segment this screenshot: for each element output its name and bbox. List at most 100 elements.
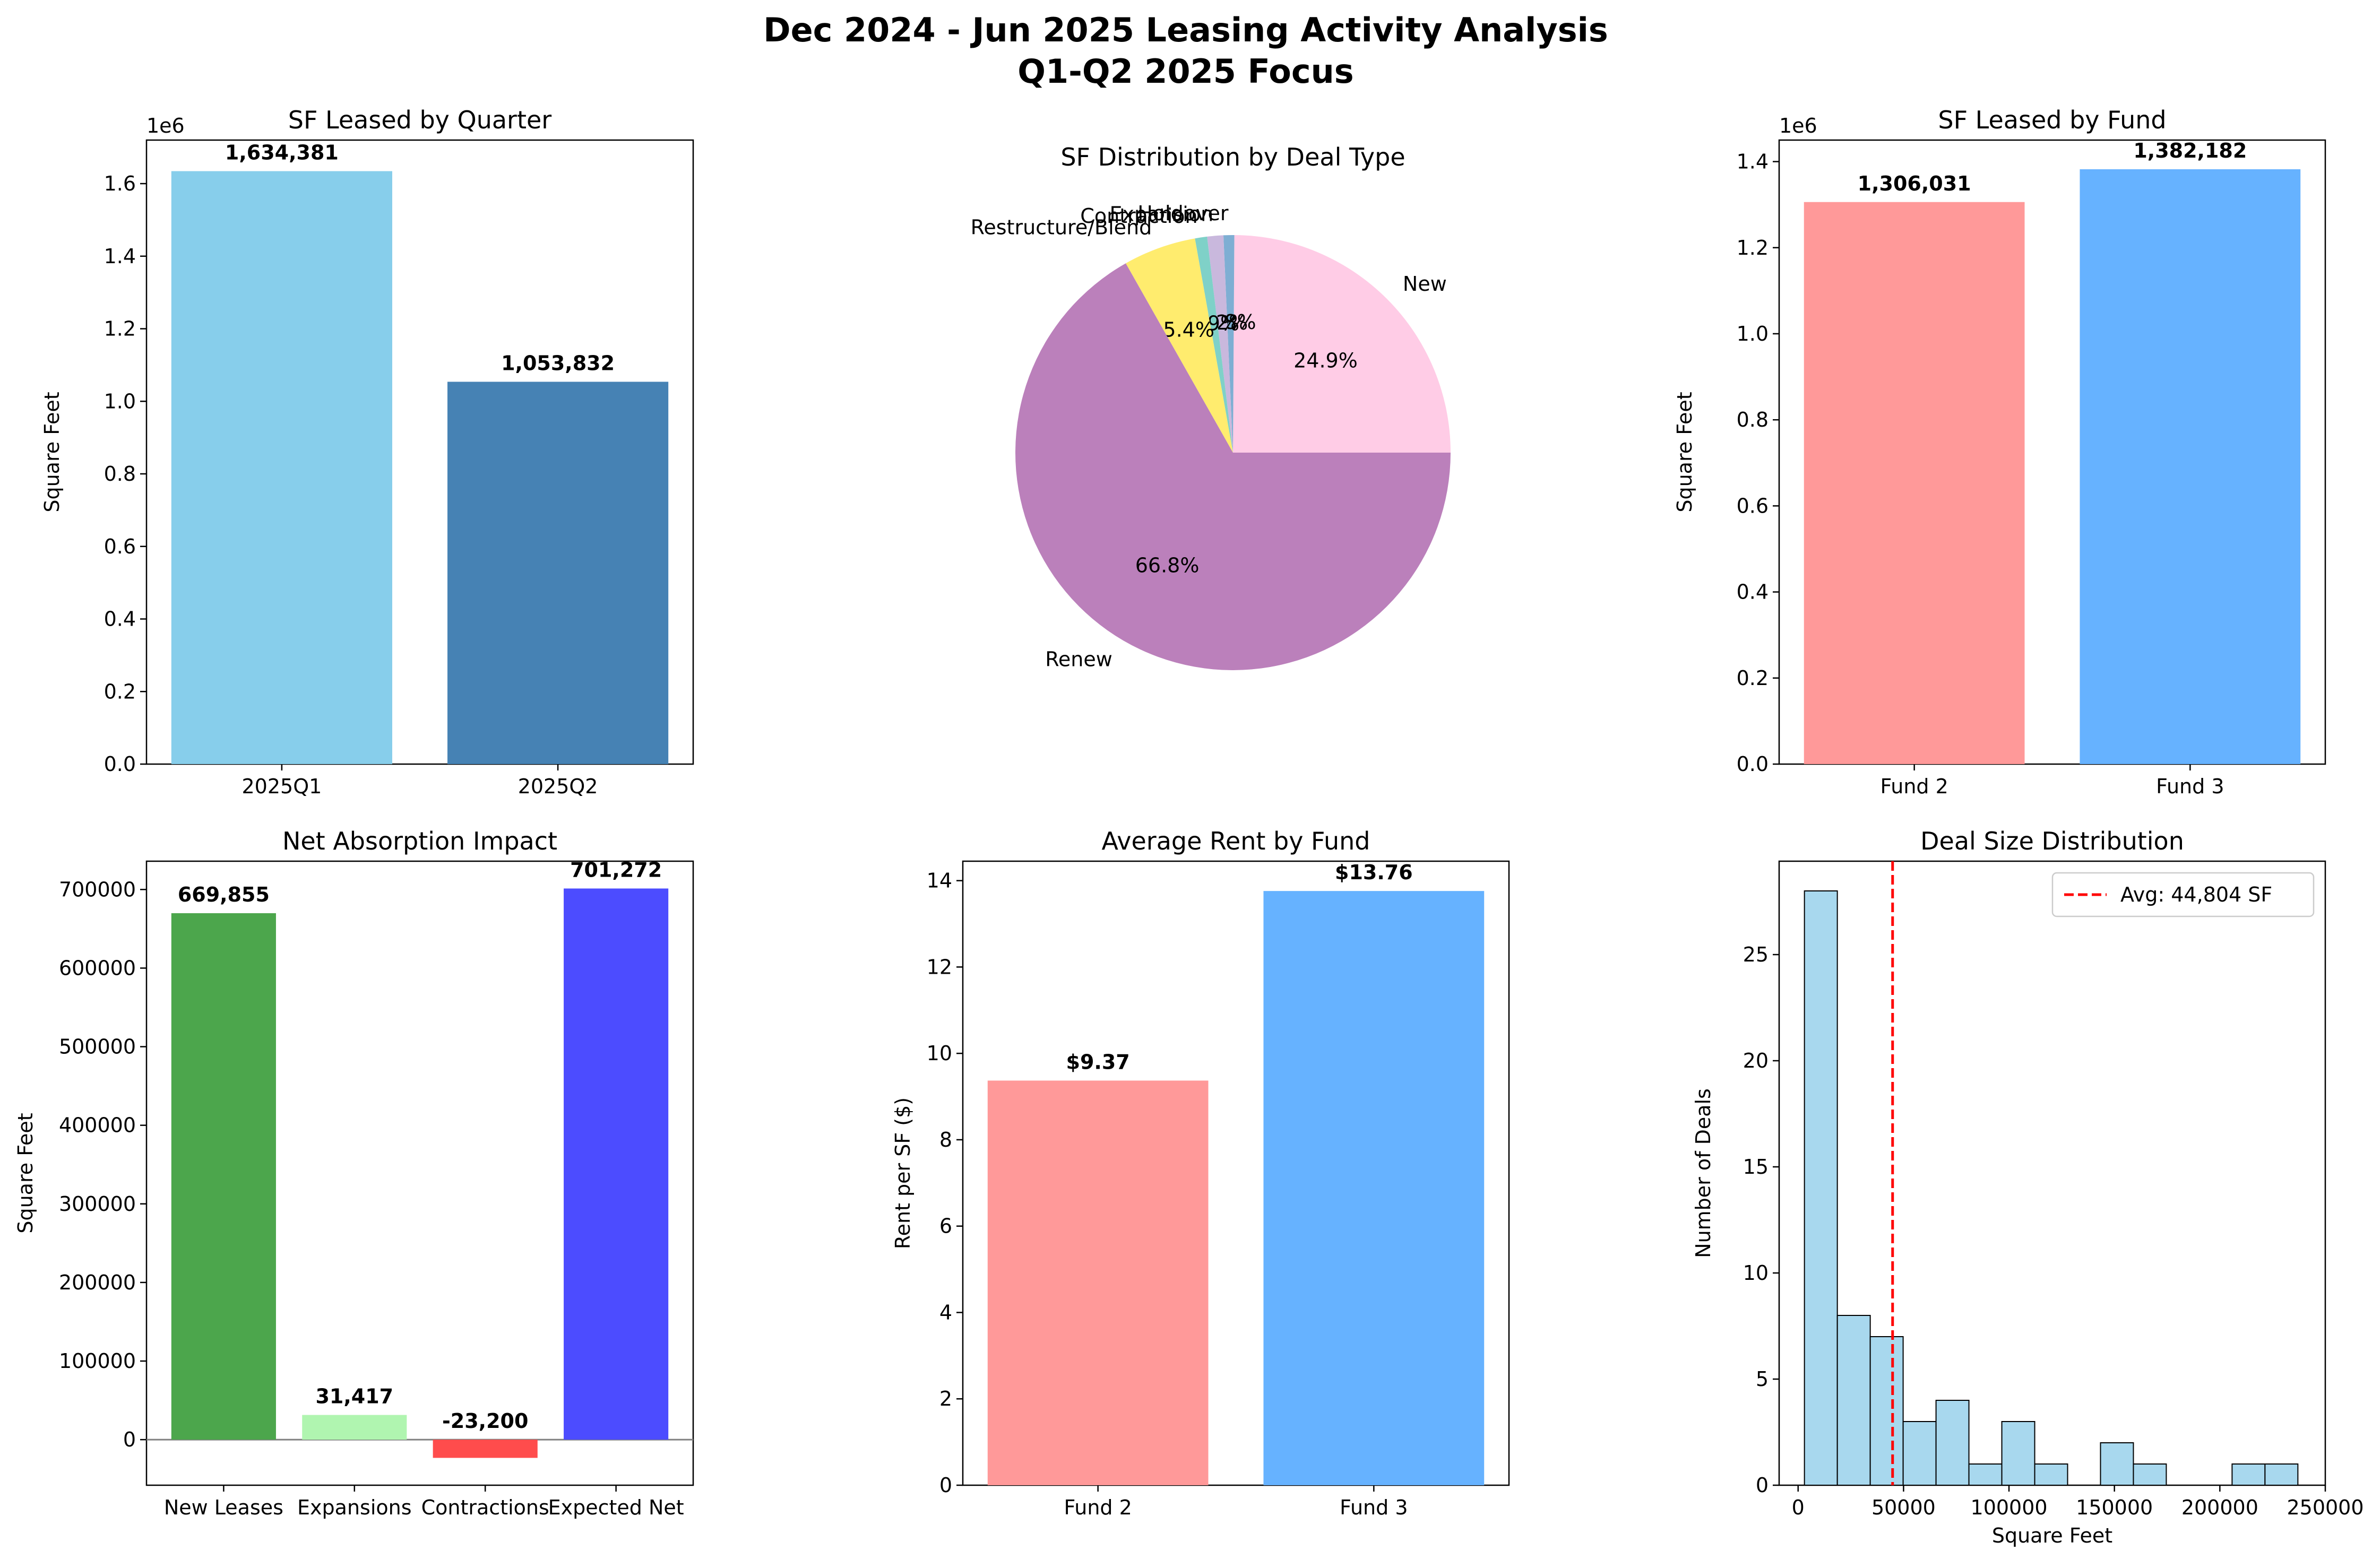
- rent-axes-frame: [962, 860, 1510, 1486]
- dealsize-legend: [2051, 872, 2315, 917]
- quarter-y-tick-label: 1.4: [104, 245, 136, 268]
- absorption-bar-0: [171, 913, 276, 1440]
- fund-y-tick-label: 1.4: [1737, 150, 1769, 174]
- quarter-y-tick-label: 0.2: [104, 680, 136, 703]
- rent-x-tick-label-0: Fund 2: [1064, 1496, 1132, 1519]
- dealsize-bin-14: [2264, 1463, 2299, 1486]
- fund-value-label-1: 1,382,182: [2133, 139, 2247, 162]
- dealsize-y-tick-label: 15: [1743, 1155, 1769, 1179]
- dealsize-y-tick-label: 0: [1756, 1474, 1769, 1497]
- rent-title: Average Rent by Fund: [1101, 827, 1370, 855]
- absorption-y-tick-label: 500000: [59, 1035, 136, 1059]
- dealsize-bin-5: [1968, 1463, 2003, 1486]
- absorption-value-label-3: 701,272: [570, 858, 662, 881]
- dealtype-slice-0: [1233, 235, 1451, 453]
- absorption-y-tick-label: 700000: [59, 878, 136, 901]
- absorption-x-tick-label-1: Expansions: [297, 1496, 411, 1519]
- deal-type-pie-chart: SF Distribution by Deal Type New 24.9% Hold…: [971, 143, 1451, 671]
- dealsize-bin-4: [1935, 1400, 1970, 1486]
- figure-title-line2: Q1-Q2 2025 Focus: [1017, 52, 1353, 91]
- rent-bar-chart: Average Rent by Fund Rent per SF ($) $9.37…: [891, 827, 1510, 1519]
- dealsize-y-tick-label: 20: [1743, 1049, 1769, 1072]
- absorption-y-tick-label: 200000: [59, 1271, 136, 1294]
- dealsize-x-tick-label-2: 100000: [1971, 1496, 2048, 1519]
- absorption-value-label-1: 31,417: [315, 1385, 393, 1408]
- fund-bar-1: [2080, 169, 2301, 765]
- quarter-y-tick-label: 0.6: [104, 535, 136, 558]
- rent-bar-0: [987, 1080, 1209, 1485]
- dealtype-slice-label-4: Restructure/Blend: [971, 216, 1152, 239]
- absorption-title: Net Absorption Impact: [282, 827, 557, 855]
- fund-y-axis-label: Square Feet: [1673, 392, 1696, 512]
- fund-bar-chart: SF Leased by Fund Square Feet 1,306,031 Fun…: [1673, 106, 2326, 798]
- dealsize-bin-7: [2034, 1463, 2068, 1486]
- dealtype-slice-label-1: Holdover: [1137, 202, 1229, 225]
- absorption-bar-1: [302, 1415, 407, 1440]
- absorption-y-axis-label: Square Feet: [14, 1113, 37, 1233]
- quarter-bar-1: [447, 382, 669, 764]
- dealsize-x-tick-label-0: 0: [1792, 1496, 1805, 1519]
- fund-x-tick-label-1: Fund 3: [2156, 775, 2224, 798]
- dealtype-slice-label-2: Expansion: [1110, 203, 1214, 226]
- rent-y-tick-label: 6: [939, 1215, 952, 1238]
- dealsize-bin-3: [1902, 1421, 1937, 1486]
- fund-x-tick-label-0: Fund 2: [1880, 775, 1948, 798]
- quarter-y-offset-label: 1e6: [146, 114, 185, 137]
- fund-y-tick-label: 0.2: [1737, 666, 1769, 690]
- quarter-x-tick-label-0: 2025Q1: [242, 775, 322, 798]
- dealtype-slice-pct-4: 5.4%: [1163, 318, 1214, 342]
- quarter-y-tick-label: 0.0: [104, 752, 136, 776]
- dealsize-legend-label: Avg: 44,804 SF: [2120, 883, 2272, 906]
- dealsize-title: Deal Size Distribution: [1920, 827, 2184, 855]
- fund-y-tick-label: 1.0: [1737, 322, 1769, 345]
- fund-y-tick-label: 0.0: [1737, 752, 1769, 776]
- absorption-y-tick-label: 600000: [59, 956, 136, 980]
- absorption-y-tick-label: 400000: [59, 1114, 136, 1137]
- rent-x-tick-label-1: Fund 3: [1340, 1496, 1408, 1519]
- dealtype-slice-pct-5: 66.8%: [1135, 554, 1200, 577]
- absorption-value-label-2: -23,200: [442, 1409, 528, 1433]
- dealsize-bin-9: [2100, 1442, 2134, 1486]
- quarter-title: SF Leased by Quarter: [288, 106, 552, 134]
- quarter-bar-chart: SF Leased by Quarter Square Feet 1,634,381…: [40, 106, 694, 798]
- quarter-y-tick-label: 0.8: [104, 462, 136, 486]
- quarter-axes-frame: [145, 139, 694, 765]
- dealsize-y-tick-label: 10: [1743, 1261, 1769, 1285]
- rent-value-label-0: $9.37: [1066, 1050, 1130, 1073]
- rent-y-tick-label: 14: [927, 869, 952, 893]
- dealsize-y-tick-label: 25: [1743, 943, 1769, 966]
- absorption-axes-frame: [145, 860, 694, 1486]
- quarter-y-tick-label: 1.0: [104, 389, 136, 413]
- absorption-y-tick-label: 100000: [59, 1349, 136, 1373]
- rent-value-label-1: $13.76: [1335, 861, 1413, 884]
- dealsize-x-tick-label-5: 250000: [2287, 1496, 2364, 1519]
- fund-bar-0: [1804, 202, 2025, 765]
- absorption-x-tick-label-3: Expected Net: [548, 1496, 684, 1519]
- rent-y-tick-label: 0: [939, 1474, 952, 1497]
- dealtype-slice-label-0: New: [1403, 272, 1447, 296]
- rent-y-tick-label: 12: [927, 955, 952, 978]
- dealsize-bin-1: [1836, 1315, 1871, 1486]
- dealsize-y-tick-label: 5: [1756, 1367, 1769, 1391]
- dealtype-title: SF Distribution by Deal Type: [1060, 143, 1405, 171]
- dealsize-x-tick-label-4: 200000: [2181, 1496, 2258, 1519]
- dealsize-x-tick-label-3: 150000: [2076, 1496, 2153, 1519]
- fund-title: SF Leased by Fund: [1938, 106, 2166, 134]
- dealsize-bin-0: [1804, 890, 1838, 1486]
- dealtype-slice-3: [1195, 236, 1233, 453]
- quarter-x-tick-label-1: 2025Q2: [518, 775, 598, 798]
- absorption-x-tick-label-0: New Leases: [164, 1496, 283, 1519]
- absorption-x-tick-label-2: Contractions: [421, 1496, 549, 1519]
- dealtype-slice-5: [1015, 263, 1451, 670]
- quarter-value-label-1: 1,053,832: [501, 351, 615, 375]
- rent-y-tick-label: 2: [939, 1387, 952, 1410]
- dealtype-slice-label-3: Contraction: [1080, 204, 1197, 228]
- absorption-bar-2: [433, 1440, 538, 1458]
- quarter-y-tick-label: 1.6: [104, 172, 136, 195]
- fund-y-offset-label: 1e6: [1779, 114, 1817, 137]
- dealtype-slice-2: [1207, 235, 1233, 453]
- dealtype-slice-label-5: Renew: [1045, 648, 1112, 671]
- rent-y-tick-label: 10: [927, 1042, 952, 1065]
